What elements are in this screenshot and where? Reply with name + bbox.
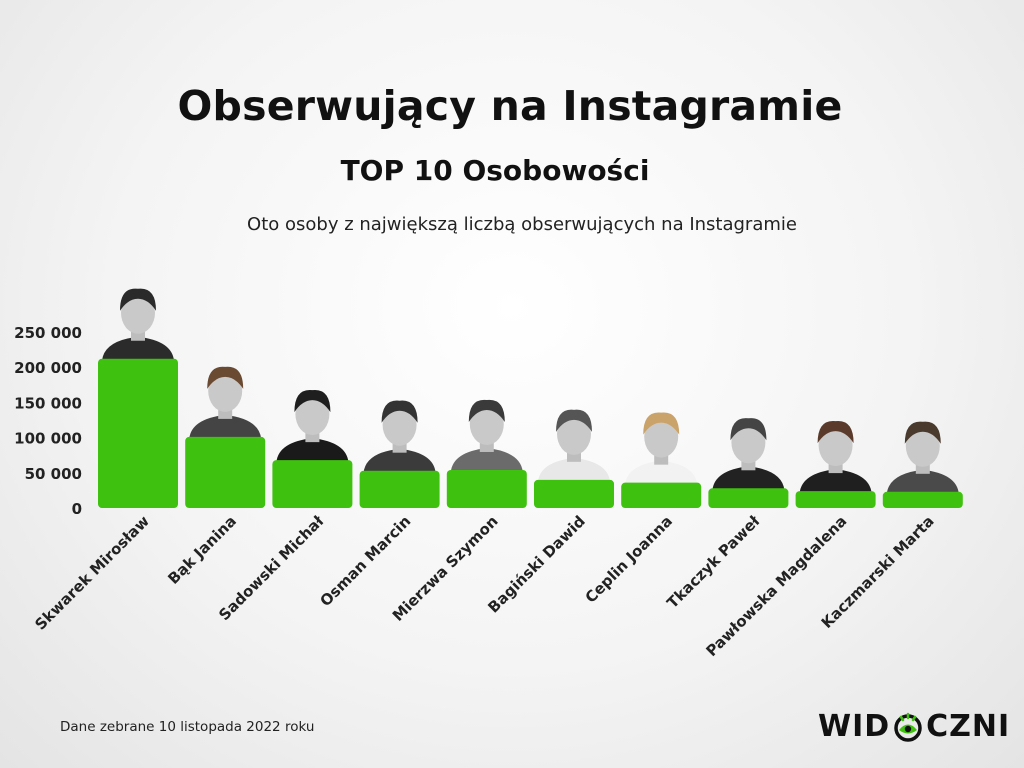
widoczni-logo[interactable]: WID CZNI [818, 706, 1010, 746]
bar [98, 358, 178, 508]
portrait-photo [538, 409, 610, 482]
x-tick-label: Bagiński Dawid [484, 512, 588, 616]
chart-description: Oto osoby z największą liczbą obserwując… [247, 214, 797, 235]
data-source-note: Dane zebrane 10 listopada 2022 roku [60, 719, 315, 735]
y-tick-label: 100 000 [14, 430, 82, 448]
bar [795, 491, 876, 508]
bar [708, 488, 789, 508]
portrait-layer [102, 288, 959, 494]
logo-text-left: WID [818, 708, 891, 744]
y-tick-label: 250 000 [14, 324, 82, 342]
chart-title: Obserwujący na Instagramie [177, 82, 843, 130]
y-tick-label: 50 000 [25, 465, 82, 483]
logo-text-right: CZNI [926, 708, 1011, 744]
portrait-photo [363, 400, 436, 473]
portrait-photo [102, 288, 174, 361]
x-tick-label: Pawłowska Magdalena [702, 512, 850, 660]
portrait-photo [712, 418, 785, 491]
bar [446, 469, 527, 508]
bar [359, 470, 440, 508]
portrait-photo [450, 399, 523, 472]
y-tick-label: 200 000 [14, 359, 82, 377]
x-tick-label: Osman Marcin [316, 512, 414, 610]
y-tick-label: 0 [72, 500, 82, 518]
bar [621, 482, 702, 508]
y-axis: 0 50 000 100 000 150 000 200 000 250 000 [14, 324, 82, 518]
chart-subtitle: TOP 10 Osobowości [340, 154, 650, 187]
bars [98, 358, 963, 508]
portrait-photo [886, 421, 959, 494]
x-tick-label: Tkaczyk Paweł [663, 512, 763, 612]
portrait-photo [625, 412, 698, 485]
portrait-photo [799, 420, 872, 494]
portrait-photo [276, 389, 349, 463]
bar [882, 491, 963, 508]
x-tick-label: Bąk Janina [164, 512, 240, 588]
eye-icon [894, 712, 922, 742]
bar [185, 436, 266, 508]
portrait-photo [189, 366, 262, 439]
bar [272, 460, 353, 508]
x-tick-label: Ceplin Joanna [582, 512, 676, 606]
bar [534, 479, 614, 508]
x-tick-label: Skwarek Mirosław [31, 512, 153, 634]
y-tick-label: 150 000 [14, 394, 82, 412]
